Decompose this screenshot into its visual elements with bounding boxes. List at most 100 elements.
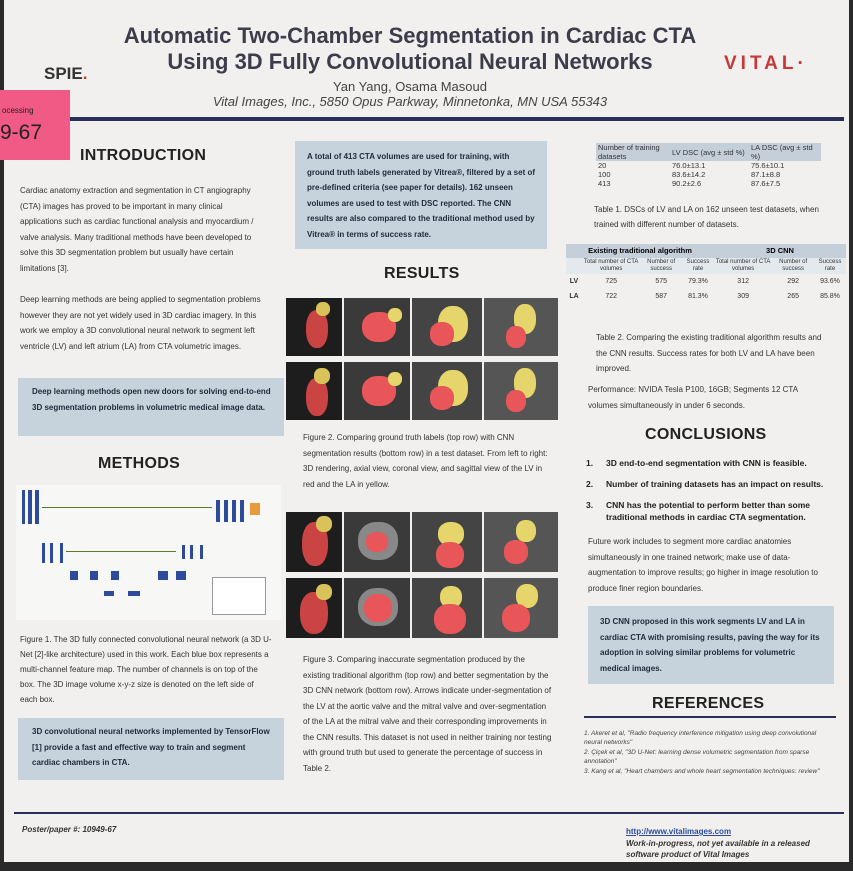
table-cell: 75.6±10.1 <box>751 161 785 170</box>
methods-highlight-box: 3D convolutional neural networks impleme… <box>18 718 284 780</box>
lv-shape <box>502 604 530 632</box>
title-line-1: Automatic Two-Chamber Segmentation in Ca… <box>123 23 697 48</box>
la-shape <box>516 584 538 608</box>
la-shape <box>316 516 332 532</box>
table-cell: 93.6% <box>820 278 840 285</box>
introduction-highlight: Deep learning methods open new doors for… <box>32 387 271 412</box>
unet-architecture-figure <box>16 485 281 620</box>
table-2-caption: Table 2. Comparing the existing traditio… <box>596 333 822 373</box>
unet-block <box>90 571 98 580</box>
table-cell: 312 <box>737 278 749 285</box>
introduction-heading: INTRODUCTION <box>80 147 207 164</box>
conclusions-heading: CONCLUSIONS <box>645 426 767 443</box>
table-row: 20 76.0±13.1 75.6±10.1 <box>596 161 821 170</box>
table-1-caption: Table 1. DSCs of LV and LA on 162 unseen… <box>594 205 819 229</box>
table-2-group-1: Existing traditional algorithm <box>588 246 692 255</box>
list-item-text: CNN has the potential to perform better … <box>606 500 811 522</box>
footer-rule <box>14 812 844 814</box>
unet-block <box>240 500 244 522</box>
table-cell: 79.3% <box>688 278 708 285</box>
table-cell: 587 <box>655 293 667 300</box>
references-list: 1. Akeret et al, "Radio frequency interf… <box>584 730 834 777</box>
unet-block <box>176 571 186 580</box>
table-cell: 265 <box>787 293 799 300</box>
vital-logo: VITAL· <box>724 53 808 75</box>
figure-3-caption: Figure 3. Comparing inaccurate segmentat… <box>303 655 552 773</box>
sticky-note: ocessing 9-67 <box>0 90 70 160</box>
lv-shape <box>430 386 454 410</box>
data-summary: A total of 413 CTA volumes are used for … <box>307 152 536 239</box>
list-item: 3. CNN has the potential to perform bette… <box>586 499 836 523</box>
la-shape <box>316 584 332 600</box>
table-cell: 309 <box>737 293 749 300</box>
list-item-text: Number of training datasets has an impac… <box>606 479 824 489</box>
future-work: Future work includes to segment more car… <box>588 537 818 593</box>
fig2-axial-bottom <box>344 362 410 420</box>
table-cell: 76.0±13.1 <box>672 161 706 170</box>
lv-shape <box>506 390 526 412</box>
vital-logo-text: VITAL <box>724 53 798 74</box>
unet-block <box>158 571 168 580</box>
fig3-sagittal-bottom <box>484 578 558 638</box>
table-cell: 413 <box>598 179 611 188</box>
performance-note: Performance: NVIDA Tesla P100, 16GB; Seg… <box>588 385 798 410</box>
table-1-header: LV DSC (avg ± std %) <box>672 147 745 157</box>
lv-shape <box>366 532 388 552</box>
table-row: LV 725 575 79.3% 312 292 93.6% <box>566 274 846 289</box>
list-item: 2. Number of training datasets has an imp… <box>586 478 836 490</box>
skip-connection <box>66 551 176 552</box>
sticky-note-top: ocessing <box>2 106 34 115</box>
table-cell: 90.2±2.6 <box>672 179 702 188</box>
authors: Yan Yang, Osama Masoud <box>333 79 487 94</box>
methods-heading: METHODS <box>98 455 181 472</box>
la-shape <box>440 586 462 608</box>
poster-number: Poster/paper #: 10949-67 <box>22 825 117 834</box>
reference-item: 2. Çiçek et al, "3D U-Net: learning dens… <box>584 749 810 765</box>
conclusions-highlight-box: 3D CNN proposed in this work segments LV… <box>588 606 834 684</box>
unet-block <box>28 490 32 524</box>
la-shape <box>316 302 330 316</box>
fig2-coronal-bottom <box>412 362 482 420</box>
unet-block <box>22 490 25 524</box>
unet-block <box>111 571 119 580</box>
table-cell: 100 <box>598 170 611 179</box>
table-cell: 20 <box>598 161 607 170</box>
lv-shape <box>506 326 526 348</box>
unet-block <box>35 490 39 524</box>
table-cell: 575 <box>655 278 667 285</box>
figure-1-caption: Figure 1. The 3D fully connected convolu… <box>20 635 272 704</box>
vital-logo-mark: · <box>797 53 808 74</box>
lv-shape <box>434 604 466 634</box>
data-summary-box: A total of 413 CTA volumes are used for … <box>295 141 547 249</box>
lv-shape <box>430 322 454 346</box>
lv-shape <box>306 310 328 348</box>
fig3-render-bottom <box>286 578 342 638</box>
introduction-para-2: Deep learning methods are being applied … <box>20 295 261 351</box>
output-block <box>250 503 260 515</box>
lv-shape <box>364 594 392 622</box>
disclaimer-line-2: software product of Vital Images <box>626 850 750 859</box>
list-item-number: 1. <box>586 458 594 468</box>
lv-shape <box>436 542 464 568</box>
table-2-subheader: Success rate <box>818 259 842 272</box>
table-row: LA 722 587 81.3% 309 265 85.8% <box>566 289 846 304</box>
unet-block <box>128 591 140 596</box>
unet-block <box>104 591 114 596</box>
table-row-label: LV <box>569 278 579 285</box>
fig2-coronal-top <box>412 298 482 356</box>
list-item-number: 3. <box>586 500 594 510</box>
conclusions-highlight: 3D CNN proposed in this work segments LV… <box>600 617 820 673</box>
la-shape <box>388 372 402 386</box>
figure-legend <box>212 577 266 615</box>
introduction-highlight-box: Deep learning methods open new doors for… <box>18 378 284 436</box>
table-2-subheader: Total number of CTA volumes <box>715 259 771 272</box>
unet-block <box>190 545 193 559</box>
header-rule <box>14 117 844 121</box>
la-shape <box>388 308 402 322</box>
lv-shape <box>306 378 328 416</box>
fig3-sagittal-top <box>484 512 558 572</box>
table-2-subheader-row: Total number of CTA volumes Number of su… <box>566 258 846 274</box>
unet-block <box>216 500 220 522</box>
unet-block <box>224 500 228 522</box>
website-link[interactable]: http://www.vitalimages.com <box>626 827 732 836</box>
